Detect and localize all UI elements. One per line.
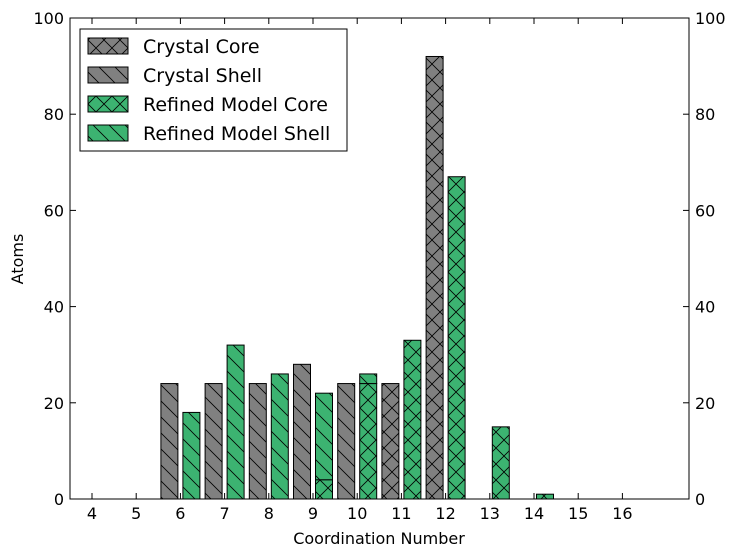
x-tick-label: 15	[568, 504, 588, 523]
refined-model-core-bar-10-hatch	[359, 383, 377, 499]
crystal-shell-bar-9-hatch	[293, 364, 311, 499]
y-tick-label-left: 80	[44, 105, 64, 124]
crystal-core-bar-11-hatch	[381, 383, 399, 499]
x-tick-label: 13	[480, 504, 500, 523]
refined-model-core-bar-12-hatch	[448, 176, 466, 500]
y-tick-label-left: 20	[44, 394, 64, 413]
crystal-shell-bar-8-hatch	[249, 383, 267, 499]
legend-swatch-crystal-shell-hatch	[88, 67, 128, 83]
y-tick-label-left: 0	[54, 490, 64, 509]
crystal-shell-bar-10-hatch	[337, 383, 355, 499]
refined-model-shell-bar-9-hatch	[315, 393, 333, 480]
y-tick-label-right: 80	[695, 105, 715, 124]
legend-label-refined-model-shell: Refined Model Shell	[143, 123, 330, 145]
x-tick-label: 11	[391, 504, 411, 523]
x-tick-label: 8	[264, 504, 274, 523]
legend-swatch-crystal-core-hatch	[88, 38, 128, 54]
x-tick-label: 16	[612, 504, 632, 523]
legend-swatch-refined-model-core-hatch	[88, 96, 128, 112]
refined-model-core-bar-13-hatch	[492, 426, 510, 499]
refined-model-shell-bar-10-hatch	[359, 373, 377, 384]
plot-frame	[69, 17, 690, 500]
axes-layer: 0 0 20 20 40 40 60 60 80 80 100 100 4 5 6 7 8 9 10 11 12 13 14…	[33, 9, 725, 523]
y-tick-label-left: 100	[33, 9, 64, 28]
refined-model-shell-bar-8-hatch	[271, 373, 289, 499]
refined-model-shell-bar-7-hatch	[227, 345, 245, 499]
refined-model-core-bar-14-hatch	[536, 494, 554, 499]
crystal-core-bar-12-hatch	[426, 56, 444, 499]
legend-swatch-refined-model-shell-hatch	[88, 125, 128, 141]
refined-model-shell-bar-6-hatch	[182, 412, 200, 499]
crystal-shell-bar-6-hatch	[160, 383, 178, 499]
y-tick-label-right: 0	[695, 490, 705, 509]
y-tick-label-right: 100	[695, 9, 726, 28]
x-tick-label: 5	[131, 504, 141, 523]
legend-label-refined-model-core: Refined Model Core	[143, 94, 328, 116]
y-axis-title: Atoms	[8, 234, 27, 285]
refined-model-core-bar-9-hatch	[315, 479, 333, 499]
legend-label-crystal-shell: Crystal Shell	[143, 65, 262, 87]
x-tick-label: 12	[435, 504, 455, 523]
y-tick-label-right: 20	[695, 394, 715, 413]
crystal-shell-bar-7-hatch	[205, 383, 223, 499]
refined-model-core-bar-11-hatch	[403, 340, 421, 499]
bars-layer	[160, 55, 554, 500]
y-tick-label-left: 60	[44, 201, 64, 220]
x-tick-label: 14	[524, 504, 544, 523]
x-tick-label: 6	[175, 504, 185, 523]
x-tick-label: 7	[220, 504, 230, 523]
x-axis-title: Coordination Number	[293, 529, 465, 548]
y-tick-label-right: 40	[695, 298, 715, 317]
y-tick-label-left: 40	[44, 298, 64, 317]
legend-label-crystal-core: Crystal Core	[143, 36, 260, 58]
legend: Crystal Core Crystal Shell Refined Model C…	[79, 28, 348, 152]
x-tick-label: 9	[308, 504, 318, 523]
x-tick-label: 4	[87, 504, 97, 523]
y-tick-label-right: 60	[695, 201, 715, 220]
x-tick-label: 10	[347, 504, 367, 523]
